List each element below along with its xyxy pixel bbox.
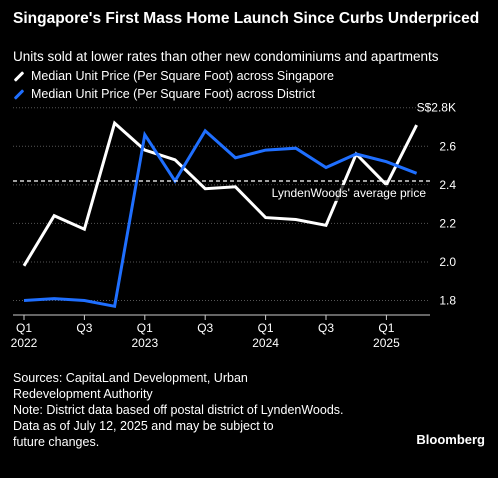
x-tick-label: Q1 (137, 321, 153, 335)
source-line: Sources: CapitaLand Development, Urban (13, 371, 248, 385)
series-line-singapore (22, 120, 418, 267)
series-line-district (23, 128, 418, 309)
y-tick-label: 2.4 (439, 178, 456, 192)
legend-label-singapore: Median Unit Price (Per Square Foot) acro… (31, 69, 334, 83)
x-year-label: 2024 (252, 336, 279, 350)
chart-subtitle: Units sold at lower rates than other new… (13, 49, 439, 64)
x-year-label: 2023 (131, 336, 158, 350)
bloomberg-logo: Bloomberg (416, 432, 485, 447)
note-line: future changes. (13, 435, 100, 449)
note-line: Note: District data based off postal dis… (13, 403, 344, 417)
legend-item-singapore: Median Unit Price (Per Square Foot) acro… (13, 67, 334, 85)
legend-label-district: Median Unit Price (Per Square Foot) acro… (31, 87, 316, 101)
x-tick-label: Q3 (76, 321, 92, 335)
y-tick-label: 2.2 (439, 216, 456, 230)
chart-title: Singapore's First Mass Home Launch Since… (13, 10, 480, 27)
y-tick-label: 2.6 (439, 139, 456, 153)
x-tick-label: Q1 (378, 321, 394, 335)
x-tick-label: Q1 (258, 321, 274, 335)
x-tick-label: Q1 (16, 321, 32, 335)
y-tick-label: 2.0 (439, 255, 456, 269)
footer-notes: Sources: CapitaLand Development, Urban R… (13, 370, 393, 450)
y-tick-label: 1.8 (439, 294, 456, 308)
legend-item-district: Median Unit Price (Per Square Foot) acro… (13, 85, 334, 103)
x-tick-label: Q3 (318, 321, 334, 335)
y-tick-label: S$2.8K (417, 101, 456, 115)
x-tick-label: Q3 (197, 321, 213, 335)
legend: Median Unit Price (Per Square Foot) acro… (13, 67, 334, 103)
x-year-label: 2025 (373, 336, 400, 350)
source-line: Redevelopment Authority (13, 387, 153, 401)
reference-line-label: LyndenWoods' average price (272, 186, 427, 200)
note-line: Data as of July 12, 2025 and may be subj… (13, 419, 274, 433)
x-year-label: 2022 (11, 336, 38, 350)
reference-label-bg (256, 184, 428, 201)
